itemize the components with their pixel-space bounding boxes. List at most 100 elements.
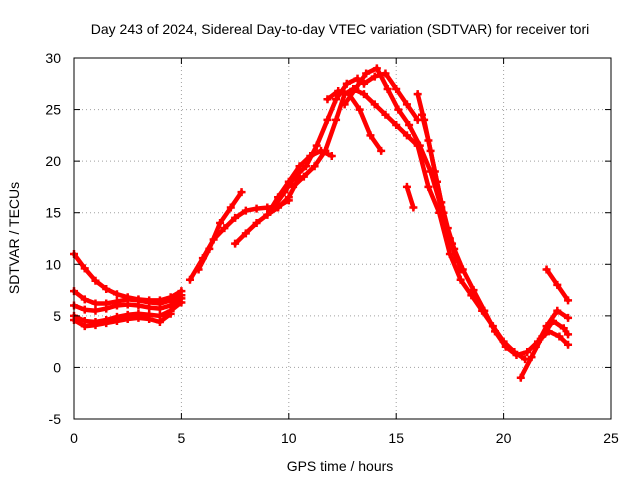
data-point: [112, 317, 121, 326]
data-point: [381, 110, 390, 119]
data-point: [91, 306, 100, 315]
data-point: [443, 224, 452, 233]
data-point: [312, 141, 321, 150]
data-point: [145, 303, 154, 312]
data-point: [392, 121, 401, 130]
data-point: [521, 355, 530, 364]
x-tick-label: 0: [70, 430, 78, 446]
x-tick-label: 25: [603, 430, 619, 446]
data-point: [323, 115, 332, 124]
data-point: [112, 290, 121, 299]
data-point: [102, 304, 111, 313]
data-point: [334, 87, 343, 96]
data-point: [430, 167, 439, 176]
x-axis-label: GPS time / hours: [287, 458, 394, 474]
data-point: [372, 64, 381, 73]
data-point: [405, 121, 414, 130]
data-point: [555, 332, 564, 341]
data-point: [355, 105, 364, 114]
data-point: [415, 141, 424, 150]
data-point: [417, 110, 426, 119]
data-point: [327, 151, 336, 160]
data-point: [299, 172, 308, 181]
data-point: [564, 340, 573, 349]
data-point: [301, 162, 310, 171]
data-point: [185, 275, 194, 284]
data-point: [342, 79, 351, 88]
ticks-layer: 0 5 10 15 20 25 -5 0 5 10 15 20 25 30: [45, 50, 619, 446]
data-point: [456, 265, 465, 274]
data-point: [437, 198, 446, 207]
y-tick-label: 30: [45, 50, 61, 66]
data-point: [424, 182, 433, 191]
data-point: [155, 304, 164, 313]
data-point: [394, 105, 403, 114]
data-point: [370, 72, 379, 81]
y-tick-label: -5: [49, 411, 62, 427]
data-point: [366, 131, 375, 140]
data-point: [269, 203, 278, 212]
x-tick-label: 10: [281, 430, 297, 446]
data-point: [263, 210, 272, 219]
data-point: [155, 318, 164, 327]
data-point: [402, 182, 411, 191]
data-point: [424, 136, 433, 145]
data-point: [553, 306, 562, 315]
series-sat-s: [533, 308, 571, 350]
chart-title: Day 243 of 2024, Sidereal Day-to-day VTE…: [91, 21, 590, 37]
data-point: [542, 322, 551, 331]
grid-layer: [74, 58, 611, 419]
data-point: [409, 203, 418, 212]
series-sat-e: [71, 311, 173, 329]
data-point: [491, 327, 500, 336]
data-point: [469, 286, 478, 295]
data-point: [231, 239, 240, 248]
y-tick-label: 5: [53, 308, 61, 324]
data-point: [80, 322, 89, 331]
data-point: [91, 321, 100, 330]
data-point: [102, 285, 111, 294]
data-point: [359, 90, 368, 99]
data-point: [383, 84, 392, 93]
data-point: [362, 69, 371, 78]
data-point: [134, 301, 143, 310]
data-point: [516, 373, 525, 382]
y-tick-label: 25: [45, 102, 61, 118]
data-point: [80, 295, 89, 304]
data-point: [480, 306, 489, 315]
data-point: [512, 351, 521, 360]
data-point: [323, 95, 332, 104]
data-point: [531, 342, 540, 351]
y-axis-label: SDTVAR / TECUs: [6, 182, 22, 294]
data-point: [241, 206, 250, 215]
data-point: [542, 265, 551, 274]
data-point: [450, 244, 459, 253]
data-point: [564, 313, 573, 322]
data-point: [205, 244, 214, 253]
series-sat-m: [342, 66, 571, 358]
data-point: [564, 330, 573, 339]
data-point: [80, 305, 89, 314]
y-tick-label: 0: [53, 359, 61, 375]
data-point: [284, 193, 293, 202]
data-point: [123, 300, 132, 309]
x-tick-label: 15: [388, 430, 404, 446]
data-point: [123, 314, 132, 323]
data-point: [91, 299, 100, 308]
data-point: [252, 219, 261, 228]
data-point: [413, 90, 422, 99]
data-point: [321, 146, 330, 155]
data-point: [241, 229, 250, 238]
data-point: [291, 172, 300, 181]
data-point: [377, 146, 386, 155]
data-point: [252, 204, 261, 213]
data-point: [332, 95, 341, 104]
data-point: [177, 298, 186, 307]
y-tick-label: 20: [45, 153, 61, 169]
data-point: [340, 100, 349, 109]
data-point: [559, 324, 568, 333]
data-point: [564, 296, 573, 305]
data-point: [112, 301, 121, 310]
series-sat-l: [325, 88, 384, 154]
